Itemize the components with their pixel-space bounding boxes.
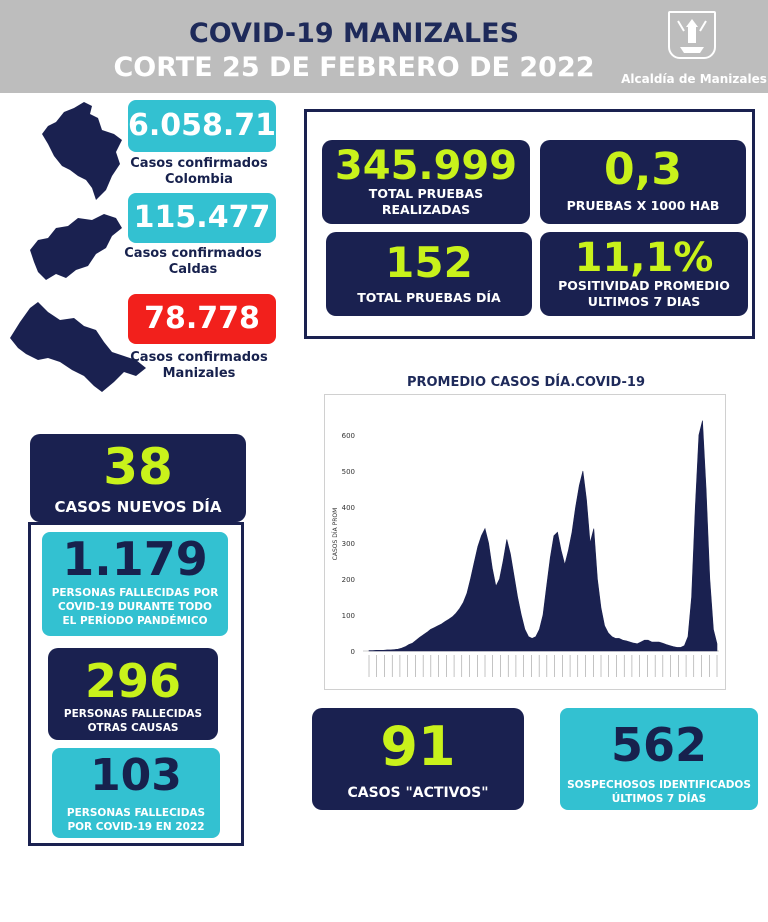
active-cases-label: CASOS "ACTIVOS"	[347, 785, 489, 801]
deaths-2022-card: 103 PERSONAS FALLECIDAS POR COVID-19 EN …	[52, 748, 220, 838]
other-deaths-value: 296	[84, 654, 182, 708]
colombia-label-line1: Casos confirmados	[130, 156, 268, 171]
colombia-map-icon	[42, 102, 122, 200]
manizales-label-line1: Casos confirmados	[130, 350, 268, 365]
y-tick-label: 300	[342, 540, 355, 548]
pandemic-deaths-label-2: COVID-19 DURANTE TODO	[58, 601, 212, 614]
y-tick-label: 400	[342, 504, 355, 512]
manizales-cases-value: 78.778	[144, 301, 260, 336]
positivity-label-2: ULTIMOS 7 DIAS	[587, 294, 701, 310]
y-tick-label: 500	[342, 468, 355, 476]
tests-per-1000-value: 0,3	[604, 144, 682, 195]
colombia-label-line2: Colombia	[165, 171, 233, 187]
pandemic-deaths-label-3: EL PERÍODO PANDÉMICO	[62, 615, 208, 628]
colombia-cases-label: Casos confirmados Colombia	[124, 156, 274, 187]
logo-caption: Alcaldía de Manizales	[621, 72, 767, 86]
deaths-panel	[28, 522, 244, 846]
cases-chart: 0 100 200 300 400 500 600 CASOS DÍA PROM	[324, 394, 726, 690]
active-cases-card: 91 CASOS "ACTIVOS"	[312, 708, 524, 810]
colombia-cases-badge: 6.058.715	[128, 100, 297, 152]
daily-tests-value: 152	[385, 238, 473, 287]
positivity-card: 11,1% POSITIVIDAD PROMEDIO ULTIMOS 7 DIA…	[540, 232, 748, 316]
suspects-label-2: ÚLTIMOS 7 DÍAS	[611, 793, 707, 806]
caldas-map-icon	[30, 214, 122, 280]
positivity-value: 11,1%	[574, 235, 714, 281]
page-subtitle: CORTE 25 DE FEBRERO DE 2022	[113, 52, 595, 83]
y-tick-label: 100	[342, 612, 355, 620]
suspects-label-1: SOSPECHOSOS IDENTIFICADOS	[567, 779, 751, 791]
positivity-label-1: POSITIVIDAD PROMEDIO	[558, 278, 730, 293]
caldas-cases-badge: 115.477	[128, 193, 276, 243]
total-tests-label-1: TOTAL PRUEBAS	[368, 186, 484, 201]
total-tests-label-2: REALIZADAS	[381, 202, 471, 218]
pandemic-deaths-value: 1.179	[62, 532, 208, 586]
caldas-label-line1: Casos confirmados	[124, 246, 262, 261]
pandemic-deaths-label-1: PERSONAS FALLECIDAS POR	[51, 587, 219, 599]
caldas-label-line2: Caldas	[168, 261, 218, 277]
manizales-label-line2: Manizales	[162, 365, 236, 381]
other-deaths-card: 296 PERSONAS FALLECIDAS OTRAS CAUSAS	[48, 648, 218, 740]
deaths-2022-label-1: PERSONAS FALLECIDAS	[66, 807, 206, 819]
y-tick-label: 600	[342, 432, 355, 440]
suspects-card: 562 SOSPECHOSOS IDENTIFICADOS ÚLTIMOS 7 …	[560, 708, 758, 810]
total-tests-value: 345.999	[334, 143, 518, 189]
other-deaths-label-1: PERSONAS FALLECIDAS	[63, 708, 203, 720]
deaths-2022-label-2: POR COVID-19 EN 2022	[67, 821, 205, 834]
deaths-2022-value: 103	[90, 750, 182, 801]
y-tick-label: 0	[351, 648, 355, 656]
suspects-value: 562	[610, 718, 708, 772]
other-deaths-label-2: OTRAS CAUSAS	[87, 721, 179, 734]
manizales-cases-label: Casos confirmados Manizales	[124, 350, 274, 381]
alcaldia-shield-icon	[668, 11, 716, 59]
total-tests-card: 345.999 TOTAL PRUEBAS REALIZADAS	[322, 140, 530, 224]
new-cases-card: 38 CASOS NUEVOS DÍA	[30, 434, 246, 522]
active-cases-value: 91	[380, 715, 456, 778]
tests-per-1000-label: PRUEBAS X 1000 HAB	[566, 198, 720, 213]
y-tick-label: 200	[342, 576, 355, 584]
new-cases-label: CASOS NUEVOS DÍA	[54, 498, 222, 516]
caldas-cases-value: 115.477	[133, 200, 271, 235]
cases-chart-svg: 0 100 200 300 400 500 600 CASOS DÍA PROM	[332, 420, 719, 677]
pandemic-deaths-card: 1.179 PERSONAS FALLECIDAS POR COVID-19 D…	[42, 532, 228, 636]
tests-per-1000-card: 0,3 PRUEBAS X 1000 HAB	[540, 140, 746, 224]
caldas-cases-label: Casos confirmados Caldas	[118, 246, 268, 277]
page-title: COVID-19 MANIZALES	[188, 18, 520, 49]
colombia-cases-value: 6.058.715	[128, 108, 297, 143]
chart-title: PROMEDIO CASOS DÍA.COVID-19	[406, 375, 646, 390]
new-cases-value: 38	[103, 438, 173, 496]
tests-panel	[304, 109, 755, 339]
y-axis-label: CASOS DÍA PROM	[332, 508, 339, 561]
daily-tests-label: TOTAL PRUEBAS DÍA	[357, 290, 501, 305]
daily-tests-card: 152 TOTAL PRUEBAS DÍA	[326, 232, 532, 316]
cases-area-series	[368, 420, 718, 652]
manizales-cases-badge: 78.778	[128, 294, 276, 344]
manizales-map-icon	[10, 302, 146, 392]
header-banner: COVID-19 MANIZALES CORTE 25 DE FEBRERO D…	[0, 0, 768, 93]
